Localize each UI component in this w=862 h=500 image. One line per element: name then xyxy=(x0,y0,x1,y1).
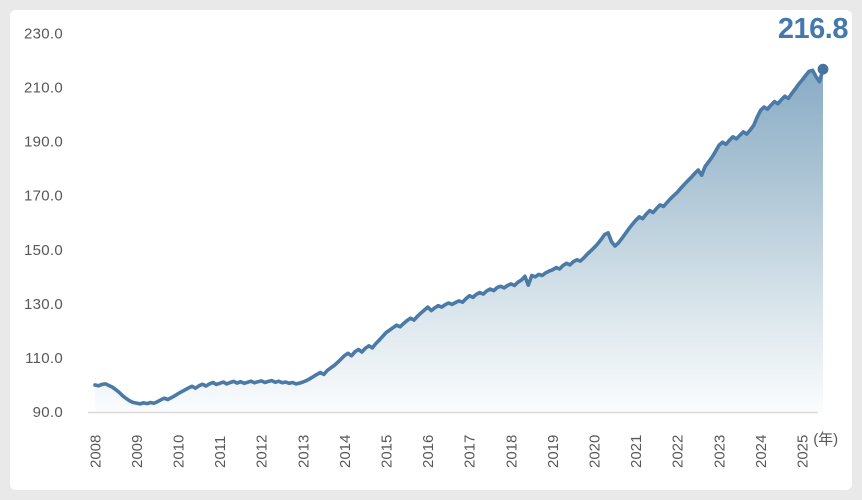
x-axis-tick-label: 2023 xyxy=(711,435,728,468)
y-axis-tick-label: 230.0 xyxy=(24,26,63,43)
end-point-dot xyxy=(817,63,829,75)
x-axis-tick-label: 2013 xyxy=(295,435,312,468)
x-axis-tick-label: 2022 xyxy=(670,435,687,468)
y-axis-tick-label: 210.0 xyxy=(24,80,63,97)
x-axis-tick-label: 2014 xyxy=(337,435,354,468)
y-axis-tick-label: 190.0 xyxy=(24,134,63,151)
year-unit-label: (年) xyxy=(813,431,838,448)
x-axis-tick-label: 2024 xyxy=(753,435,770,468)
x-axis-tick-label: 2016 xyxy=(420,435,437,468)
x-axis-tick-label: 2008 xyxy=(87,435,104,468)
trend-line xyxy=(93,67,825,406)
x-axis-tick-label: 2021 xyxy=(628,435,645,468)
x-axis-tick-label: 2009 xyxy=(129,435,146,468)
x-axis-tick-label: 2017 xyxy=(462,435,479,468)
y-axis-tick-label: 170.0 xyxy=(24,188,63,205)
area-fill xyxy=(95,69,823,412)
y-axis-tick-label: 110.0 xyxy=(25,350,63,367)
x-axis-tick-label: 2012 xyxy=(254,435,271,468)
y-axis-tick-label: 90.0 xyxy=(33,404,63,421)
x-axis-tick-label: 2020 xyxy=(586,435,603,468)
x-axis-tick-label: 2025 xyxy=(794,435,811,468)
x-axis-tick-label: 2018 xyxy=(503,435,520,468)
x-axis-tick-label: 2015 xyxy=(378,435,395,468)
y-axis-tick-label: 150.0 xyxy=(24,242,63,259)
x-axis-tick-label: 2011 xyxy=(212,436,229,468)
x-axis-tick-label: 2019 xyxy=(545,435,562,468)
end-value-label: 216.8 xyxy=(777,13,849,45)
x-axis-tick-label: 2010 xyxy=(170,435,187,468)
y-axis-tick-label: 130.0 xyxy=(24,296,63,313)
